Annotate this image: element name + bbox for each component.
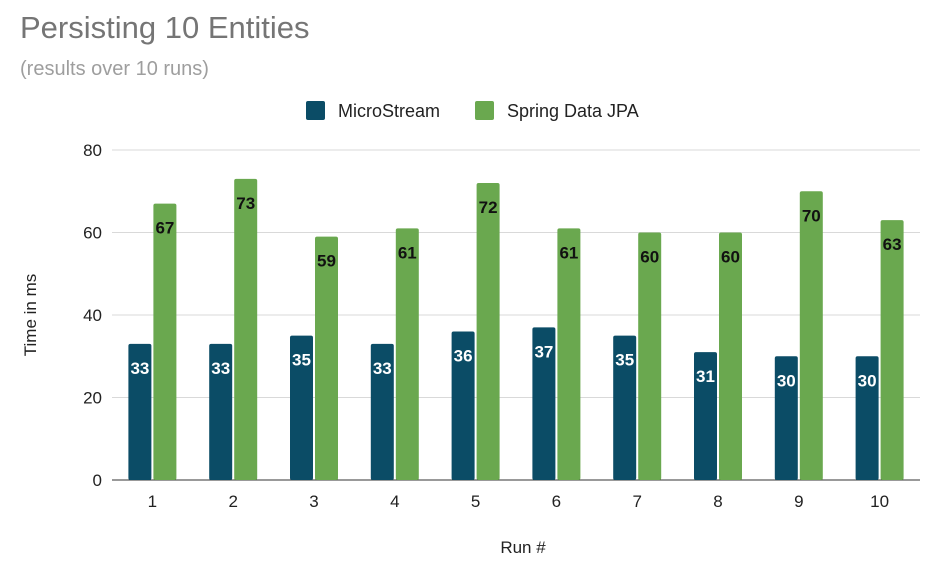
bar-microstream bbox=[370, 343, 394, 480]
x-tick-label: 9 bbox=[794, 492, 803, 511]
x-tick-label: 4 bbox=[390, 492, 399, 511]
bar-spring-data-jpa bbox=[799, 191, 823, 480]
x-tick-label: 1 bbox=[148, 492, 157, 511]
x-tick-label: 6 bbox=[552, 492, 561, 511]
y-tick-labels: 0 20 40 60 80 bbox=[83, 141, 102, 490]
bar-microstream bbox=[451, 331, 475, 480]
x-tick-label: 8 bbox=[713, 492, 722, 511]
data-labels: 33 67 33 73 35 59 33 61 36 72 37 61 35 60 31 60 30 70 30 63 bbox=[130, 194, 901, 390]
data-label-microstream: 35 bbox=[615, 351, 634, 370]
data-label-microstream: 33 bbox=[130, 359, 149, 378]
data-label-microstream: 35 bbox=[292, 351, 311, 370]
y-tick-label: 40 bbox=[83, 306, 102, 325]
bar-microstream bbox=[290, 335, 313, 480]
data-label-microstream: 31 bbox=[696, 367, 715, 386]
legend: MicroStream Spring Data JPA bbox=[306, 101, 639, 121]
legend-swatch-spring-data-jpa bbox=[475, 101, 494, 120]
bar-spring-data-jpa bbox=[719, 232, 742, 480]
x-tick-label: 7 bbox=[632, 492, 641, 511]
bar-microstream bbox=[128, 343, 152, 480]
data-label-spring-data-jpa: 63 bbox=[883, 235, 902, 254]
y-axis-title: Time in ms bbox=[21, 274, 40, 357]
bar-spring-data-jpa bbox=[153, 203, 177, 480]
data-label-spring-data-jpa: 59 bbox=[317, 252, 336, 271]
y-tick-label: 80 bbox=[83, 141, 102, 160]
x-tick-label: 3 bbox=[309, 492, 318, 511]
data-label-spring-data-jpa: 67 bbox=[155, 219, 174, 238]
data-label-microstream: 36 bbox=[454, 347, 473, 366]
bar-microstream bbox=[694, 352, 717, 480]
data-label-microstream: 37 bbox=[534, 342, 553, 361]
chart-subtitle: (results over 10 runs) bbox=[20, 58, 209, 80]
legend-label-microstream: MicroStream bbox=[338, 101, 440, 121]
y-tick-label: 60 bbox=[83, 224, 102, 243]
data-label-microstream: 30 bbox=[858, 371, 877, 390]
bar-spring-data-jpa bbox=[234, 178, 258, 480]
bar-spring-data-jpa bbox=[315, 236, 338, 480]
bar-spring-data-jpa bbox=[395, 228, 419, 480]
gridlines bbox=[112, 149, 920, 481]
y-tick-label: 20 bbox=[83, 389, 102, 408]
data-label-spring-data-jpa: 61 bbox=[398, 243, 417, 262]
data-label-microstream: 30 bbox=[777, 371, 796, 390]
bar-microstream bbox=[613, 335, 637, 480]
x-tick-labels: 1 2 3 4 5 6 7 8 9 10 bbox=[148, 492, 889, 511]
bar-spring-data-jpa bbox=[638, 232, 662, 480]
data-label-spring-data-jpa: 60 bbox=[640, 248, 659, 267]
data-label-microstream: 33 bbox=[373, 359, 392, 378]
bar-spring-data-jpa bbox=[880, 220, 904, 480]
x-tick-label: 5 bbox=[471, 492, 480, 511]
data-label-microstream: 33 bbox=[211, 359, 230, 378]
legend-label-spring-data-jpa: Spring Data JPA bbox=[507, 101, 639, 121]
legend-swatch-microstream bbox=[306, 101, 325, 120]
bar-microstream bbox=[774, 356, 798, 480]
y-tick-label: 0 bbox=[93, 471, 102, 490]
data-label-spring-data-jpa: 61 bbox=[559, 243, 578, 262]
bar-spring-data-jpa bbox=[557, 228, 581, 480]
data-label-spring-data-jpa: 73 bbox=[236, 194, 255, 213]
x-tick-label: 2 bbox=[228, 492, 237, 511]
bar-spring-data-jpa bbox=[476, 183, 500, 480]
data-label-spring-data-jpa: 70 bbox=[802, 206, 821, 225]
x-axis-title: Run # bbox=[500, 538, 546, 557]
bar-microstream bbox=[855, 356, 879, 480]
data-label-spring-data-jpa: 72 bbox=[479, 198, 498, 217]
bar-microstream bbox=[532, 327, 556, 480]
x-tick-label: 10 bbox=[870, 492, 889, 511]
bars bbox=[128, 178, 904, 480]
bar-microstream bbox=[209, 343, 233, 480]
chart-title: Persisting 10 Entities bbox=[20, 10, 310, 45]
data-label-spring-data-jpa: 60 bbox=[721, 248, 740, 267]
